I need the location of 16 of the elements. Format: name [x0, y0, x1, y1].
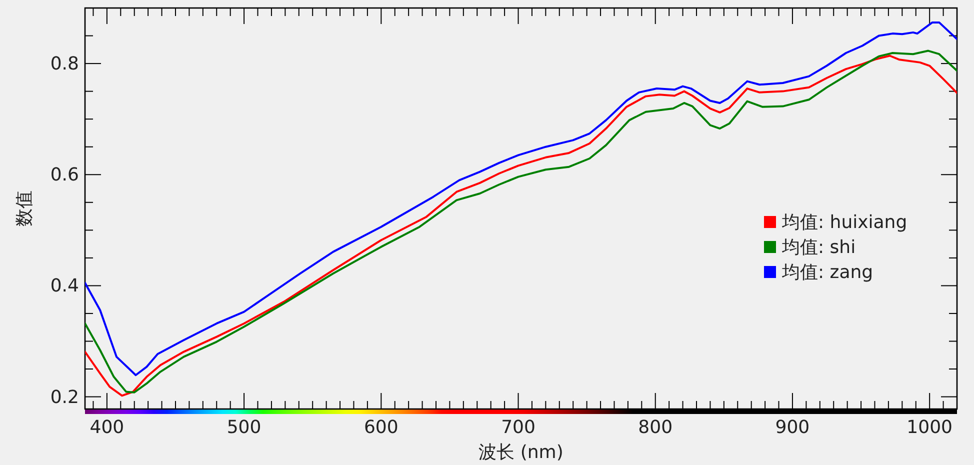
x-tick-label: 700 [501, 417, 536, 438]
legend-label: 均值: zang [781, 262, 874, 283]
x-tick-label: 600 [364, 417, 398, 438]
y-tick-label: 0.2 [50, 386, 79, 408]
x-axis-title: 波长 (nm) [478, 442, 564, 463]
x-tick-label: 900 [775, 417, 810, 438]
x-tick-label: 800 [638, 417, 673, 438]
x-tick-label: 400 [90, 417, 124, 438]
x-tick-label: 1000 [906, 417, 952, 438]
x-tick-label: 500 [226, 417, 262, 438]
y-axis-title: 数值 [14, 190, 35, 226]
legend-label: 均值: huixiang [781, 212, 908, 233]
y-tick-label: 0.6 [50, 164, 79, 186]
y-tick-label: 0.4 [50, 276, 79, 297]
legend-label: 均值: shi [781, 237, 856, 258]
y-tick-label: 0.8 [50, 54, 79, 75]
